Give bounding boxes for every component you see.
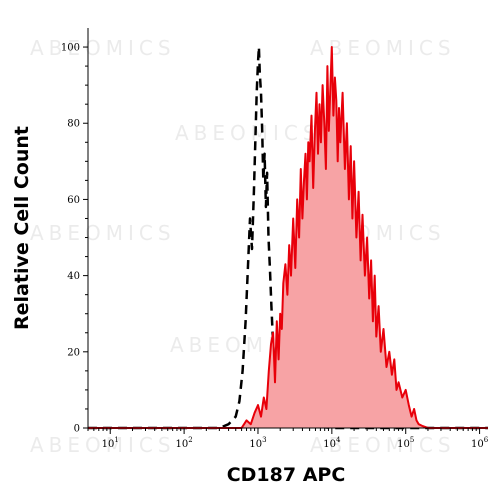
x-tick-label-5: 106 [471, 436, 489, 450]
x-tick-label-1: 102 [176, 436, 193, 450]
watermark-text-1: ABEOMICS [310, 36, 456, 60]
x-tick-label-4: 105 [397, 436, 414, 450]
x-axis-title: CD187 APC [227, 464, 346, 486]
watermark-text-6: ABEOMICS [30, 433, 176, 457]
y-tick-label-5: 100 [61, 43, 80, 54]
x-tick-label-2: 103 [249, 436, 266, 450]
watermark-text-3: ABEOMICS [30, 221, 176, 245]
x-tick-label-0: 101 [102, 436, 119, 450]
watermark-text-0: ABEOMICS [30, 36, 176, 60]
y-tick-label-2: 40 [67, 271, 80, 282]
y-tick-label-4: 80 [67, 119, 80, 130]
series-1-fill [88, 47, 488, 428]
axes: 0 20 40 60 80 100 101 102 103 104 105 106 [61, 28, 489, 450]
y-axis-title: Relative Cell Count [11, 126, 33, 330]
plot-area [88, 45, 488, 430]
y-tick-label-3: 60 [67, 195, 80, 206]
y-tick-label-0: 0 [74, 424, 80, 435]
watermark-text-7: ABEOMICS [310, 433, 456, 457]
series-1-line [88, 46, 488, 429]
y-tick-label-1: 20 [67, 347, 80, 358]
x-tick-label-3: 104 [323, 436, 341, 450]
series-0-line [88, 45, 488, 430]
watermark-text-2: ABEOMICS [175, 121, 321, 145]
